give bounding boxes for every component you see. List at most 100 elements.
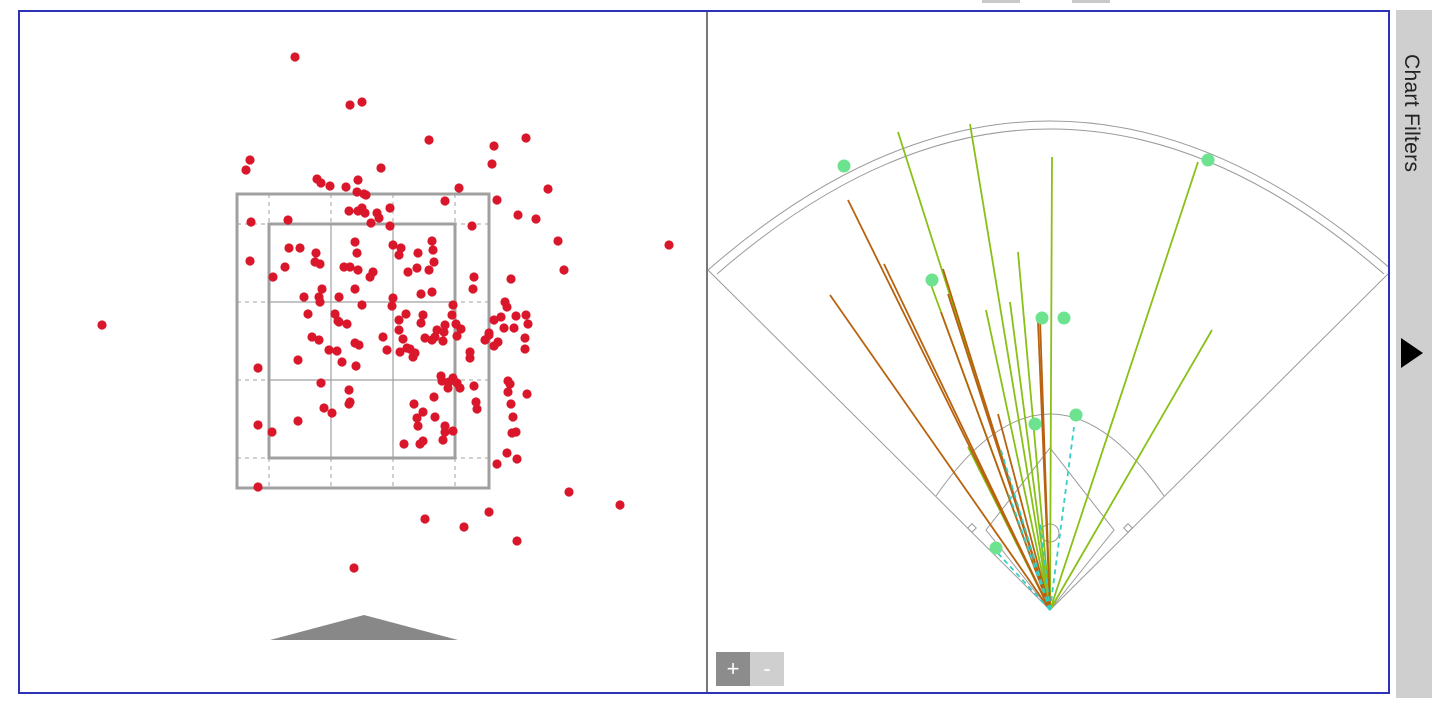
pitch-point [388, 240, 398, 250]
pitch-point [394, 250, 404, 260]
hit-trajectory [1039, 318, 1051, 611]
pitch-point [455, 383, 465, 393]
pitch-point [420, 333, 430, 343]
pitch-point [512, 454, 522, 464]
ball-landing-point [1057, 311, 1071, 325]
zoom-out-button[interactable]: - [750, 652, 784, 686]
pitch-point [334, 317, 344, 327]
ball-landing-point [1201, 153, 1215, 167]
pitch-point [353, 175, 363, 185]
zoom-in-button[interactable]: + [716, 652, 750, 686]
ball-landing-point [925, 273, 939, 287]
pitch-point [344, 385, 354, 395]
pitch-point [492, 195, 502, 205]
pitch-point [443, 383, 453, 393]
ball-landing-point [837, 159, 851, 173]
pitch-point [350, 237, 360, 247]
pitch-point [311, 248, 321, 258]
pitch-point [511, 311, 521, 321]
pitch-point [352, 187, 362, 197]
pitch-point [506, 399, 516, 409]
pitch-point [317, 284, 327, 294]
hit-trajectory [999, 446, 1051, 611]
pitch-point [418, 310, 428, 320]
pitch-point [360, 208, 370, 218]
pitch-point [245, 155, 255, 165]
pitch-location-panel [20, 12, 706, 692]
pitch-point [506, 274, 516, 284]
pitch-point [418, 436, 428, 446]
hit-trajectory [1049, 426, 1075, 611]
pitch-point [564, 487, 574, 497]
outfield-wall [708, 120, 1388, 271]
pitch-point [267, 427, 277, 437]
pitch-point [427, 236, 437, 246]
pitch-point [412, 413, 422, 423]
pitch-point [345, 100, 355, 110]
pitch-point [416, 289, 426, 299]
pitch-point [437, 376, 447, 386]
outer-zone [235, 192, 491, 490]
pitch-point [559, 265, 569, 275]
pitch-point [448, 300, 458, 310]
base-marker [967, 523, 977, 533]
pitch-point [401, 309, 411, 319]
pitch-point [352, 248, 362, 258]
pitch-point [253, 363, 263, 373]
ball-landing-point [1035, 311, 1049, 325]
pitch-point [429, 257, 439, 267]
pitch-point [416, 318, 426, 328]
pitch-point [420, 514, 430, 524]
pitch-point [440, 196, 450, 206]
pitch-point [489, 141, 499, 151]
spray-chart [708, 120, 1388, 611]
pitch-point [424, 265, 434, 275]
pitch-point [316, 378, 326, 388]
pitch-point [365, 272, 375, 282]
pitch-point [447, 310, 457, 320]
pitch-point [471, 397, 481, 407]
pitch-point [520, 344, 530, 354]
pitch-point [385, 221, 395, 231]
pitch-point [489, 315, 499, 325]
hit-trajectory [1039, 521, 1051, 611]
pitch-point [388, 293, 398, 303]
pitch-point [319, 403, 329, 413]
pitch-point [337, 357, 347, 367]
pitch-point [324, 345, 334, 355]
pitch-point [469, 381, 479, 391]
pitch-point [522, 389, 532, 399]
pitch-point [511, 427, 521, 437]
pitch-point [513, 210, 523, 220]
pitch-point [268, 272, 278, 282]
pitch-point [339, 262, 349, 272]
hit-trajectory [985, 309, 1051, 611]
pitch-point [664, 240, 674, 250]
pitch-point [432, 325, 442, 335]
pitch-point [332, 346, 342, 356]
base-marker [1123, 523, 1133, 533]
pitch-point [97, 320, 107, 330]
chart-filters-tab[interactable]: Chart Filters [1396, 10, 1432, 698]
pitch-point [484, 507, 494, 517]
pitch-point [448, 426, 458, 436]
pitch-point [307, 332, 317, 342]
pitch-point [334, 292, 344, 302]
pitch-point [439, 327, 449, 337]
pitch-point [472, 404, 482, 414]
pitch-point [503, 387, 513, 397]
pitch-point [521, 310, 531, 320]
pitch-point [253, 482, 263, 492]
pitch-point [385, 203, 395, 213]
pitch-point [241, 165, 251, 175]
zoom-controls: + - [716, 652, 784, 686]
home-plate [270, 615, 458, 640]
pitch-point [315, 297, 325, 307]
panel-divider [706, 12, 708, 692]
pitch-point [299, 292, 309, 302]
pitch-point [290, 52, 300, 62]
chart-frame: + - [18, 10, 1390, 694]
pitch-point [487, 159, 497, 169]
pitch-point [394, 325, 404, 335]
pitch-point [440, 427, 450, 437]
